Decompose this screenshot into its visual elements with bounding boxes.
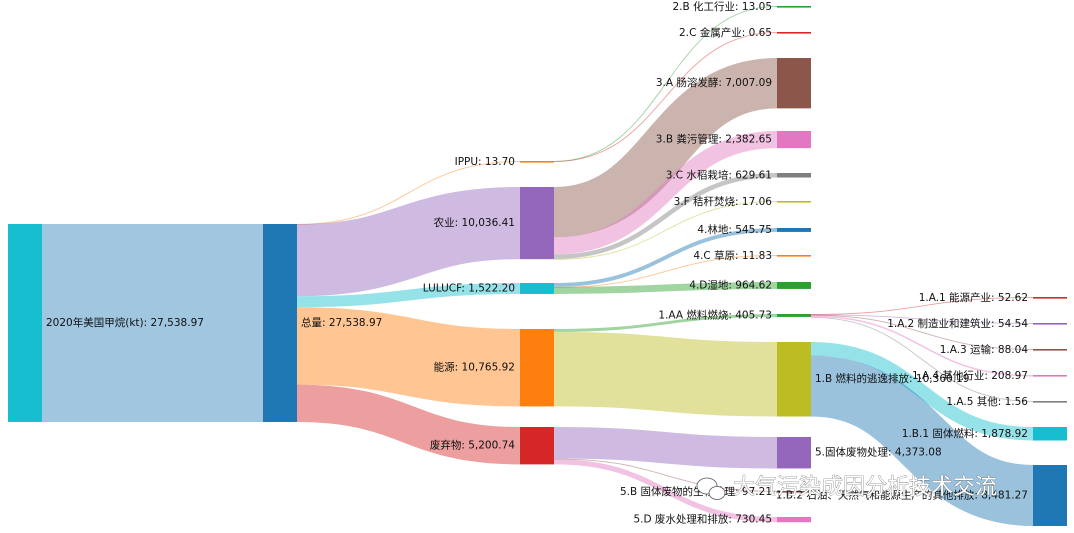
link-1aa-to-1a2[interactable] <box>810 314 1034 324</box>
node-label-3b: 3.B 粪污管理: 2,382.65 <box>656 133 772 146</box>
node-ene[interactable] <box>520 329 554 407</box>
node-3f[interactable] <box>777 201 811 203</box>
node-1a3[interactable] <box>1033 349 1067 351</box>
node-tot[interactable] <box>263 224 297 422</box>
node-1b2[interactable] <box>1033 465 1067 526</box>
node-label-3c: 3.C 水稻栽培: 629.61 <box>666 168 772 181</box>
node-label-ene: 能源: 10,765.92 <box>434 361 515 374</box>
node-5s[interactable] <box>777 437 811 469</box>
link-lul-to-4[interactable] <box>553 228 778 287</box>
watermark-text: 大气污染成因分析技术交流 <box>733 475 997 500</box>
node-label-2c: 2.C 金属产业: 0.65 <box>679 26 772 39</box>
watermark: 大气污染成因分析技术交流 <box>696 475 997 500</box>
node-lul[interactable] <box>520 283 554 294</box>
sankey-links <box>41 6 1035 526</box>
node-label-1b: 1.B 燃料的逃逸排放: 10,360.19 <box>815 372 969 385</box>
node-1b1[interactable] <box>1033 427 1067 441</box>
link-agr-to-3b[interactable] <box>553 130 778 255</box>
node-label-1b2: 1.B.2 石油、天然气和能源生产的其他排放: 8,481.27 <box>776 488 1028 501</box>
node-2b[interactable] <box>777 6 811 8</box>
node-1a5[interactable] <box>1033 401 1067 403</box>
node-1b[interactable] <box>777 342 811 417</box>
node-label-4d: 4.D湿地: 964.62 <box>689 278 772 291</box>
node-agr[interactable] <box>520 187 554 260</box>
link-1aa-to-1a4[interactable] <box>810 315 1034 377</box>
link-agr-to-3c[interactable] <box>553 172 778 260</box>
node-label-5d: 5.D 废水处理和排放: 730.45 <box>633 513 772 526</box>
node-1aa[interactable] <box>777 314 811 317</box>
link-ene-to-1b[interactable] <box>553 331 778 417</box>
node-1a4[interactable] <box>1033 375 1067 377</box>
link-ippu-to-2b[interactable] <box>553 6 778 162</box>
node-label-3a: 3.A 肠溶发酵: 7,007.09 <box>656 76 772 89</box>
node-label-ippu: IPPU: 13.70 <box>455 156 515 168</box>
link-tot-to-lul[interactable] <box>296 283 521 308</box>
link-lul-to-4d[interactable] <box>553 281 778 294</box>
node-label-1aa: 1.AA 燃料燃烧: 405.73 <box>658 308 772 321</box>
link-1b-to-1b1[interactable] <box>810 342 1034 441</box>
sankey-labels: 2020年美国甲烷(kt): 27,538.97 总量: 27,538.97 IPP… <box>46 0 1028 526</box>
node-4d[interactable] <box>777 282 811 289</box>
link-was-to-5d[interactable] <box>553 459 778 523</box>
link-1aa-to-1a3[interactable] <box>810 314 1034 350</box>
node-label-lul: LULUCF: 1,522.20 <box>423 282 515 294</box>
node-label-4c: 4.C 草原: 11.83 <box>693 250 772 262</box>
link-1aa-to-1a1[interactable] <box>810 297 1034 315</box>
link-ippu-to-2c[interactable] <box>553 32 778 162</box>
node-label-1b1: 1.B.1 固体燃料: 1,878.92 <box>902 427 1028 440</box>
link-tot-to-was[interactable] <box>296 384 521 465</box>
node-4c[interactable] <box>777 255 811 257</box>
node-label-src: 2020年美国甲烷(kt): 27,538.97 <box>46 316 204 329</box>
node-3a[interactable] <box>777 58 811 109</box>
link-lul-to-4c[interactable] <box>553 255 778 288</box>
node-3b[interactable] <box>777 131 811 149</box>
link-agr-to-3f[interactable] <box>553 201 778 260</box>
node-label-1a1: 1.A.1 能源产业: 52.62 <box>919 291 1028 304</box>
node-label-1a3: 1.A.3 运输: 88.04 <box>940 343 1029 356</box>
node-label-5s: 5.固体废物处理: 4,373.08 <box>815 446 942 459</box>
node-label-5b: 5.B 固体废物的生物处理: 97.21 <box>620 485 772 498</box>
node-was[interactable] <box>520 427 554 465</box>
node-1a2[interactable] <box>1033 323 1067 325</box>
node-label-was: 废弃物: 5,200.74 <box>430 439 515 452</box>
node-2c[interactable] <box>777 32 811 34</box>
node-3c[interactable] <box>777 173 811 178</box>
node-5b[interactable] <box>777 491 811 493</box>
node-1a1[interactable] <box>1033 297 1067 299</box>
node-5d[interactable] <box>777 517 811 523</box>
link-1b-to-1b2[interactable] <box>809 355 1035 526</box>
node-label-4: 4.林地: 545.75 <box>697 223 772 236</box>
node-label-tot: 总量: 27,538.97 <box>301 316 382 329</box>
node-src[interactable] <box>8 224 42 422</box>
node-label-1a5: 1.A.5 其他: 1.56 <box>946 395 1028 408</box>
link-was-to-5s[interactable] <box>553 426 778 469</box>
wechat-icon <box>696 477 726 500</box>
link-tot-to-agr[interactable] <box>296 187 521 297</box>
node-label-3f: 3.F 秸秆焚烧: 17.06 <box>674 195 773 208</box>
sankey-nodes <box>8 6 1067 526</box>
link-1aa-to-1a5[interactable] <box>810 316 1034 402</box>
link-ene-to-1aa[interactable] <box>553 313 778 332</box>
link-was-to-5b[interactable] <box>553 458 778 492</box>
node-label-1a4: 1.A.4 其他行业: 208.97 <box>912 369 1028 382</box>
link-tot-to-ene[interactable] <box>296 307 521 407</box>
node-ippu[interactable] <box>520 161 554 163</box>
link-agr-to-3a[interactable] <box>552 58 779 238</box>
node-4[interactable] <box>777 228 811 232</box>
link-tot-to-ippu[interactable] <box>296 161 521 225</box>
node-label-1a2: 1.A.2 制造业和建筑业: 54.54 <box>887 317 1028 330</box>
node-label-2b: 2.B 化工行业: 13.05 <box>673 0 773 13</box>
node-label-agr: 农业: 10,036.41 <box>434 216 515 229</box>
